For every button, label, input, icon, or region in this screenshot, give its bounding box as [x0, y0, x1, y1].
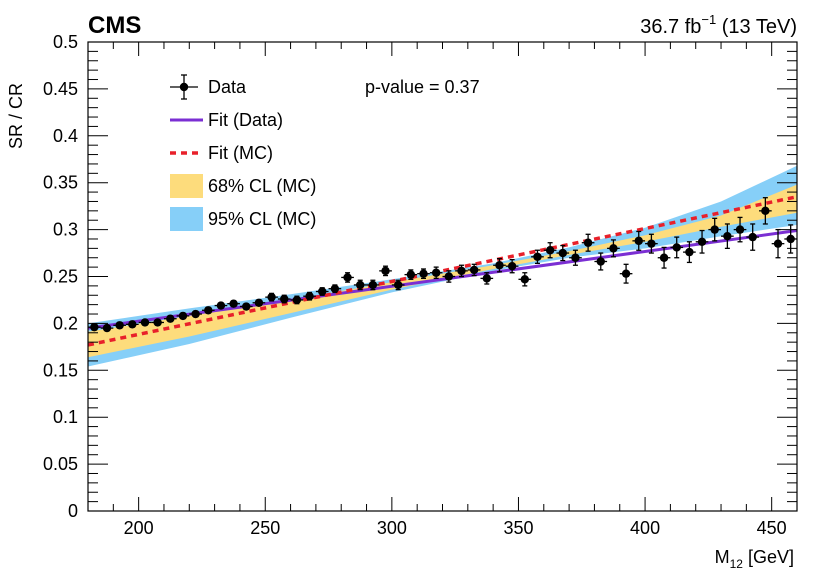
legend-label: 95% CL (MC): [208, 209, 316, 229]
y-tick-label: 0.15: [43, 360, 78, 380]
legend-entry-cl95: 95% CL (MC): [170, 207, 316, 231]
luminosity-label: 36.7 fb−1 (13 TeV): [640, 12, 797, 38]
data-point: [683, 241, 696, 264]
x-tick-label: 300: [377, 518, 407, 538]
y-tick-label: 0.35: [43, 173, 78, 193]
data-point: [695, 229, 709, 254]
data-point: [543, 242, 557, 259]
y-tick-label: 0: [68, 501, 78, 521]
data-point: [290, 295, 304, 305]
data-point: [556, 244, 570, 262]
data-point: [518, 272, 532, 287]
data-point: [505, 258, 519, 274]
data-point: [467, 263, 481, 277]
legend-entry-data: Data: [170, 74, 247, 100]
x-tick-label: 450: [757, 518, 787, 538]
data-point: [151, 318, 164, 327]
y-tick-label: 0.45: [43, 79, 78, 99]
legend-label: Fit (Data): [208, 110, 283, 130]
data-point: [581, 233, 595, 252]
legend-entry-cl68: 68% CL (MC): [170, 174, 316, 198]
legend-label: 68% CL (MC): [208, 176, 316, 196]
data-point: [493, 258, 506, 273]
x-tick-label: 400: [630, 518, 660, 538]
data-point: [341, 272, 354, 283]
data-point: [746, 223, 760, 251]
legend-label: Fit (MC): [208, 143, 273, 163]
data-point: [189, 309, 202, 319]
y-axis-title: SR / CR: [6, 83, 26, 149]
data-point: [138, 318, 152, 327]
data-point: [442, 270, 456, 283]
x-tick-label: 350: [503, 518, 533, 538]
data-point: [176, 311, 190, 321]
data-point: [328, 284, 342, 294]
axes: 200 250 300 350 400 450 0 0.05 0.1 0.15 0.2 0.25 0.3…: [43, 32, 798, 538]
data-point: [759, 197, 772, 225]
experiment-label: CMS: [88, 12, 141, 39]
data-point: [303, 291, 316, 301]
y-tick-label: 0.05: [43, 454, 78, 474]
data-point: [113, 321, 126, 330]
cl68-band: [88, 184, 797, 358]
data-point: [404, 269, 418, 280]
data-point: [277, 294, 291, 304]
data-point: [657, 246, 671, 269]
data-point: [353, 279, 367, 291]
data-point: [531, 249, 544, 265]
data-point: [632, 230, 646, 251]
data-point: [100, 323, 114, 333]
data-point: [239, 302, 253, 311]
y-tick-label: 0.25: [43, 267, 78, 287]
data-point: [125, 320, 139, 329]
y-tick-label: 0.5: [53, 32, 78, 52]
legend-entry-fit_data: Fit (Data): [170, 110, 283, 130]
data-point: [619, 263, 633, 284]
legend-label: Data: [208, 77, 247, 97]
data-point: [429, 266, 443, 280]
legend-entry-fit_mc: Fit (MC): [170, 143, 273, 163]
data-point: [163, 314, 177, 323]
data-point: [366, 279, 380, 291]
data-point: [733, 216, 747, 243]
data-point: [201, 306, 215, 315]
data-point: [315, 287, 329, 296]
data-point: [252, 298, 266, 307]
data-point: [391, 279, 405, 291]
y-tick-label: 0.3: [53, 220, 78, 240]
data-point: [227, 299, 240, 308]
data-point: [455, 264, 468, 278]
x-axis-title: M12 [GeV]: [715, 547, 794, 571]
x-tick-label: 250: [250, 518, 280, 538]
data-point: [607, 239, 620, 258]
data-point: [417, 268, 430, 280]
data-point: [265, 292, 278, 302]
data-point: [379, 265, 392, 277]
x-tick-label: 200: [124, 518, 154, 538]
data-point: [594, 252, 608, 271]
data-point: [670, 236, 684, 259]
data-point: [480, 272, 494, 285]
data-point: [645, 233, 658, 254]
confidence-bands: [88, 165, 797, 367]
legend: Data Fit (Data) Fit (MC) 68% CL (MC) 95% CL …: [170, 74, 316, 231]
data-points: [88, 197, 797, 333]
data-point: [214, 301, 228, 310]
data-point: [721, 223, 734, 250]
y-tick-label: 0.4: [53, 126, 78, 146]
data-point: [569, 249, 582, 266]
y-tick-label: 0.1: [53, 407, 78, 427]
y-tick-label: 0.2: [53, 313, 78, 333]
data-point: [88, 322, 101, 332]
data-point: [708, 217, 722, 242]
p-value-label: p-value = 0.37: [365, 77, 480, 97]
